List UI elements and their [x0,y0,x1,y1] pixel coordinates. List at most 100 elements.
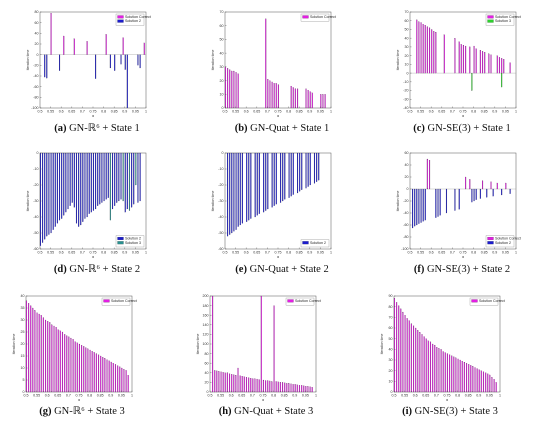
bar-d-solution-2 [90,152,92,213]
bar-b-solution-correct [273,83,275,109]
legend-box [115,235,145,248]
y-tick-label: 60 [405,151,409,155]
bar-h-solution-correct [292,384,294,393]
legend: Solution 2 [300,239,330,248]
bar-i-solution-correct [402,311,404,393]
y-tick-label: -60 [218,247,223,251]
bar-i-solution-correct [449,354,451,393]
y-tick-label: 70 [389,316,393,320]
bar-d-solution-2 [71,152,73,203]
bar-e-solution-2 [316,152,318,182]
y-tick-label: 30 [220,65,224,69]
y-tick-label: 20 [405,54,409,58]
x-tick-label: 0.75 [275,251,282,255]
caption-text: GN-ℝ⁶ + State 3 [51,405,124,417]
bar-c-solution-3 [501,73,503,88]
bar-i-solution-correct [415,327,417,393]
y-tick-label: -20 [403,199,408,203]
y-tick-label: 30 [21,318,25,322]
x-tick-label: 0.5 [223,251,228,255]
bar-f-solution-2 [492,188,494,197]
bar-b-solution-correct [290,85,292,109]
bar-g-solution-correct [108,360,110,393]
y-tick-label: 0 [391,390,393,394]
legend-swatch [287,299,294,303]
panel-caption: (d) GN-ℝ⁶ + State 2 [54,263,140,275]
bar-i-solution-correct [393,298,395,393]
bar-i-solution-correct [491,376,493,393]
bar-g-solution-correct [45,319,47,393]
bar-d-solution-2 [124,152,126,213]
y-tick-label: 20 [35,42,39,46]
bar-h-solution-correct [286,383,288,393]
bar-b-solution-correct [269,80,271,109]
caption-text: GN-ℝ⁶ + State 1 [66,122,139,134]
x-tick-label: 0.8 [101,251,106,255]
x-tick-label: 0.75 [90,251,97,255]
plot-frame [39,11,147,109]
bar-a-solution-2 [109,54,111,69]
caption-letter: (f) [414,264,425,275]
bar-i-solution-correct [400,308,402,393]
x-tick-label: 0.8 [101,110,106,114]
bar-h-solution-correct [271,381,273,393]
bar-a-solution-correct [63,35,65,55]
legend-box [115,13,145,26]
bar-c-solution-correct [479,50,481,74]
bar-h-solution-correct [284,382,286,393]
bar-h-solution-correct [305,386,307,393]
bar-i-solution-correct [493,379,495,393]
y-axis-label: Iteration time [211,50,215,71]
legend-box [469,297,499,306]
y-tick-label: 0 [407,71,409,75]
bar-g-solution-correct [61,331,64,393]
bar-g-solution-correct [59,330,61,393]
x-tick-label: 1 [515,251,517,255]
bar-b-solution-correct [229,69,231,109]
x-tick-label: 0.75 [460,110,467,114]
legend-box [485,13,515,26]
caption-text: GN-Quat + State 3 [232,406,314,417]
y-tick-label: 30 [389,358,393,362]
y-tick-label: 20 [405,175,409,179]
legend-swatch [103,299,110,303]
bar-i-solution-correct [455,357,457,393]
x-tick-label: 0.95 [502,251,509,255]
bar-g-solution-correct [95,353,97,393]
bar-d-solution-2 [101,152,103,203]
bar-h-solution-correct [256,378,258,393]
x-tick-label: 0.9 [476,394,481,398]
y-tick-label: 120 [203,333,209,337]
x-tick-label: 0.75 [90,110,97,114]
bar-i-solution-correct [438,348,440,393]
chart-panel-e: -60 -50 -40 -30 -20 -10 0 0.5 0.55 0.6 0.65 0.7 0.75… [211,151,332,259]
bar-e-solution-2 [288,152,290,198]
y-tick-label: 20 [220,79,224,83]
y-tick-label: -30 [218,199,223,203]
x-tick-label: 0.8 [471,251,476,255]
bar-d-solution-2 [50,152,52,234]
x-tick-label: 0.6 [244,251,249,255]
legend-label: Solution 3 [495,19,511,23]
bar-g-solution-correct [98,354,100,393]
bar-h-solution-correct [258,379,260,393]
bar-a-solution-correct [86,41,88,55]
bar-i-solution-correct [406,318,408,393]
bar-d-solution-3 [109,152,111,221]
y-tick-label: 40 [220,51,224,55]
panel-caption: (b) GN-Quat + State 1 [235,123,330,134]
bar-f-solution-2 [439,188,441,216]
bar-c-solution-correct [484,52,486,74]
panel-caption: (f) GN-SE(3) + State 2 [414,264,510,275]
bar-b-solution-correct [277,84,279,109]
bar-d-solution-2 [73,152,75,208]
bar-e-solution-2 [263,152,265,213]
bar-c-solution-correct [443,34,445,74]
bar-e-solution-2 [235,152,237,230]
bar-i-solution-correct [489,374,491,393]
bar-f-solution-correct [465,176,467,190]
bar-h-solution-correct [220,371,222,393]
bar-c-solution-correct [469,46,471,74]
bar-d-solution-2 [116,152,118,203]
